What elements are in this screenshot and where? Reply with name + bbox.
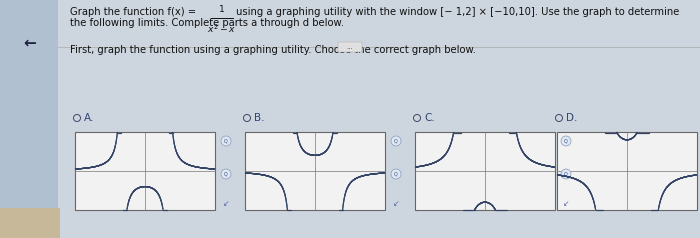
Text: Graph the function f(x) =: Graph the function f(x) = [70, 7, 199, 17]
Text: Q: Q [394, 139, 398, 144]
Circle shape [561, 136, 571, 146]
Bar [0, 208, 60, 238]
Bar [245, 132, 385, 210]
Text: Q: Q [224, 172, 228, 177]
Text: Q: Q [394, 172, 398, 177]
Text: ↙: ↙ [393, 199, 399, 208]
Text: C.: C. [424, 113, 435, 123]
Text: D.: D. [566, 113, 578, 123]
Text: 1: 1 [219, 5, 225, 14]
Text: First, graph the function using a graphing utility. Choose the correct graph bel: First, graph the function using a graphi… [70, 45, 476, 55]
Text: ←: ← [24, 35, 36, 50]
Text: A.: A. [84, 113, 95, 123]
Text: Q: Q [564, 172, 568, 177]
FancyBboxPatch shape [338, 42, 362, 52]
Text: the following limits. Complete parts a through d below.: the following limits. Complete parts a t… [70, 18, 344, 28]
Bar [75, 132, 215, 210]
Bar [557, 132, 697, 210]
Text: ...: ... [346, 44, 354, 50]
Text: ↙: ↙ [563, 199, 569, 208]
Text: $\mathit{x}^2 - \mathit{x}$: $\mathit{x}^2 - \mathit{x}$ [207, 22, 237, 35]
Bar [415, 132, 555, 210]
Circle shape [391, 136, 401, 146]
Text: Q: Q [224, 139, 228, 144]
Text: B.: B. [254, 113, 265, 123]
Bar [0, 0, 58, 238]
Circle shape [221, 169, 231, 179]
Circle shape [561, 169, 571, 179]
Text: Q: Q [564, 139, 568, 144]
Text: ↙: ↙ [223, 199, 229, 208]
Text: using a graphing utility with the window [− 1,2] × [−10,10]. Use the graph to de: using a graphing utility with the window… [236, 7, 680, 17]
Circle shape [391, 169, 401, 179]
Circle shape [221, 136, 231, 146]
